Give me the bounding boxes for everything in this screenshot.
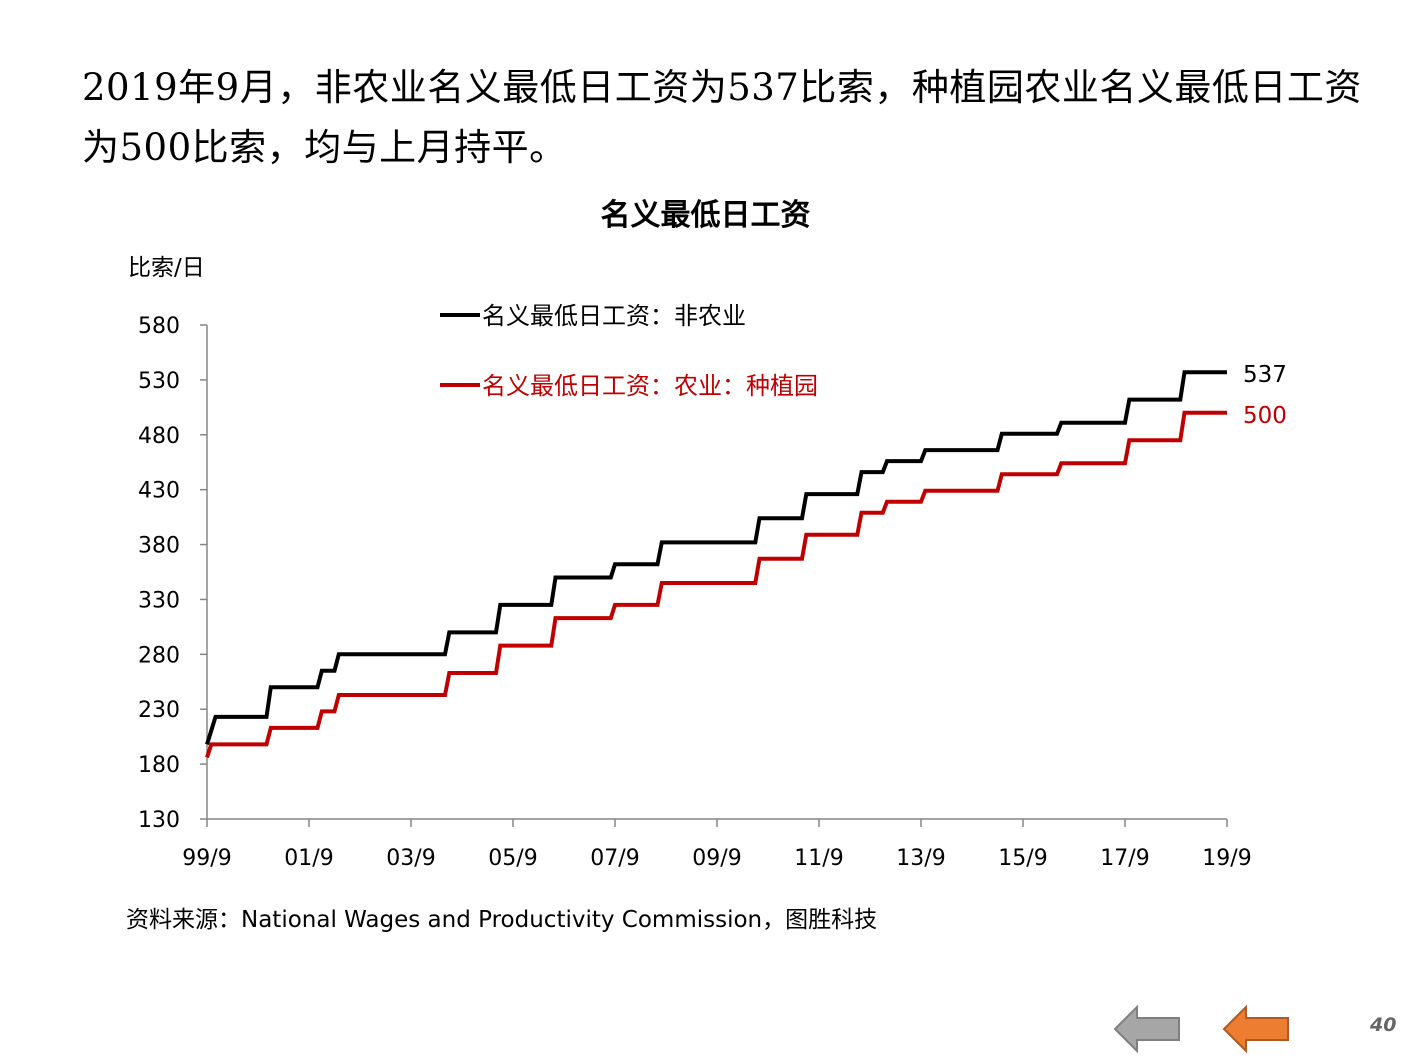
y-tick-label: 280 xyxy=(138,643,180,668)
legend-label: 名义最低日工资：农业：种植园 xyxy=(482,372,818,400)
source-note: 资料来源：National Wages and Productivity Com… xyxy=(126,907,878,933)
y-tick-label: 330 xyxy=(138,588,180,613)
y-tick-label: 430 xyxy=(138,479,180,504)
y-tick-label: 180 xyxy=(138,753,180,778)
x-tick-label: 05/9 xyxy=(488,846,537,871)
page-number: 40 xyxy=(1370,1014,1397,1036)
chart-axes: 130 180 230 280 330 380 430 480 530 580 99/9 01/9 03… xyxy=(138,314,1252,871)
x-tick-label: 19/9 xyxy=(1202,846,1251,871)
chart-title: 名义最低日工资 xyxy=(600,198,811,233)
y-tick-label: 130 xyxy=(138,808,180,833)
y-tick-label: 580 xyxy=(138,314,180,339)
arrow-left-icon xyxy=(1113,1004,1180,1054)
next-slide-button[interactable] xyxy=(1222,1004,1292,1054)
x-tick-label: 07/9 xyxy=(590,846,639,871)
legend-label: 名义最低日工资：非农业 xyxy=(482,302,746,330)
x-tick-label: 17/9 xyxy=(1100,846,1149,871)
x-tick-label: 15/9 xyxy=(998,846,1047,871)
series-end-label: 537 xyxy=(1243,362,1287,388)
y-tick-label: 230 xyxy=(138,698,180,723)
y-tick-label: 380 xyxy=(138,534,180,559)
series-end-label: 500 xyxy=(1243,403,1287,429)
prev-slide-button[interactable] xyxy=(1113,1004,1183,1054)
y-tick-label: 530 xyxy=(138,369,180,394)
series-line-nonagri xyxy=(205,370,1227,745)
y-tick-label: 480 xyxy=(138,424,180,449)
x-tick-label: 11/9 xyxy=(794,846,843,871)
x-tick-label: 99/9 xyxy=(182,846,231,871)
y-axis-unit-label: 比索/日 xyxy=(128,255,205,281)
arrow-left-icon xyxy=(1222,1004,1289,1054)
headline: 2019年9月，非农业名义最低日工资为537比索，种植园农业名义最低日工资为50… xyxy=(82,66,1362,169)
x-tick-label: 01/9 xyxy=(284,846,333,871)
legend: 名义最低日工资：非农业名义最低日工资：农业：种植园 xyxy=(440,302,818,400)
x-tick-label: 09/9 xyxy=(692,846,741,871)
series-layer: 537 500 xyxy=(205,362,1287,759)
x-tick-label: 03/9 xyxy=(386,846,435,871)
series-line-plantation xyxy=(205,410,1227,759)
x-tick-label: 13/9 xyxy=(896,846,945,871)
